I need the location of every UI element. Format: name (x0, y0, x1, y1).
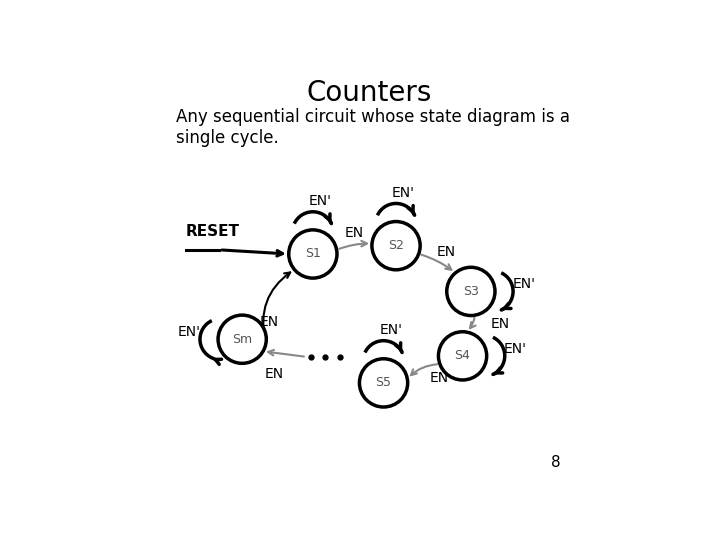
Circle shape (446, 267, 495, 315)
Text: S4: S4 (454, 349, 470, 362)
Text: S5: S5 (376, 376, 392, 389)
Circle shape (218, 315, 266, 363)
Text: S1: S1 (305, 247, 321, 260)
Text: Counters: Counters (306, 79, 432, 107)
Text: EN: EN (490, 316, 510, 330)
Circle shape (372, 221, 420, 270)
Text: S2: S2 (388, 239, 404, 252)
Text: EN': EN' (178, 325, 201, 339)
Text: EN: EN (265, 367, 284, 381)
Text: S3: S3 (463, 285, 479, 298)
Text: EN: EN (260, 315, 279, 328)
Text: EN: EN (345, 226, 364, 240)
Circle shape (438, 332, 487, 380)
Text: Sm: Sm (232, 333, 252, 346)
Text: EN': EN' (513, 277, 536, 291)
Circle shape (289, 230, 337, 278)
Text: 8: 8 (551, 455, 560, 470)
Circle shape (359, 359, 408, 407)
Text: Any sequential circuit whose state diagram is a
single cycle.: Any sequential circuit whose state diagr… (176, 109, 570, 147)
Text: EN': EN' (309, 194, 332, 208)
Text: EN': EN' (392, 186, 415, 200)
Text: EN': EN' (379, 323, 402, 337)
Text: EN: EN (436, 245, 456, 259)
Text: EN: EN (430, 370, 449, 384)
Text: EN': EN' (504, 342, 527, 356)
Text: RESET: RESET (186, 225, 240, 239)
